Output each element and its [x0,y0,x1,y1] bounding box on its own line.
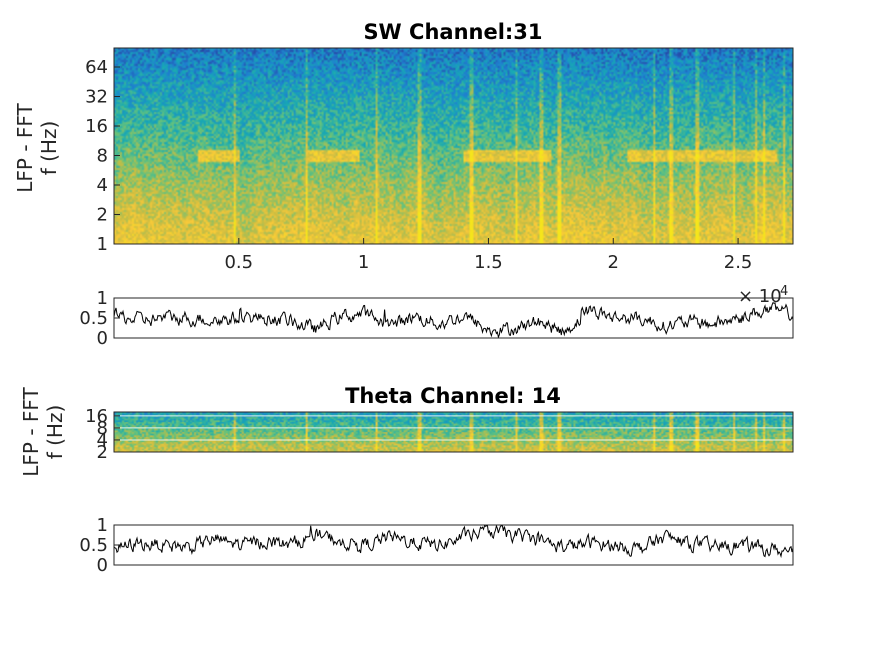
sw-spectrogram-x-exponent: × 10 4 [738,284,788,307]
y-tick-label: 0 [97,328,108,349]
sw-spectrogram-x-ticks: 0.5 1 1.5 2 2.5 [224,238,752,273]
y-tick-label: 8 [97,418,108,439]
theta-spectrogram-title: Theta Channel: 14 [345,384,561,408]
theta-ratio-y-ticks: 00.51 [79,515,120,576]
x-tick-label: 2.5 [724,252,753,273]
y-tick-label: 32 [85,86,108,107]
y-tick-label: 16 [85,116,108,137]
y-tick-label: 2 [97,204,108,225]
y-tick-label: 4 [97,175,108,196]
x-tick-label: 2 [608,252,619,273]
y-tick-label: 0 [97,555,108,576]
sw-spectrogram-image [114,48,793,244]
y-tick-label: 1 [97,515,108,536]
y-tick-label: 0.5 [79,535,108,556]
x-exponent-power: 4 [780,284,788,299]
theta-spectrogram-grid-lines [114,415,793,441]
theta-ratio-series-line [114,525,793,559]
sw-ratio-series-line [114,302,793,338]
sw-spectrogram-panel: SW Channel:31 1 2 4 8 16 32 64 0.5 1 1.5 2 2.5 LFP… [13,20,794,273]
theta-spectrogram-axes-box [113,411,794,453]
y-tick-label: 0.5 [79,308,108,329]
x-exponent-base: × 10 [738,286,782,307]
y-tick-label: 2 [97,442,108,463]
y-tick-label: 64 [85,57,108,78]
theta-spectrogram-ylabel-line1: LFP - FFT [19,386,43,476]
sw-spectrogram-title: SW Channel:31 [363,20,542,44]
x-tick-label: 1 [358,252,369,273]
x-tick-label: 1.5 [474,252,503,273]
sw-spectrogram-axes-box [113,47,794,245]
y-tick-label: 1 [97,288,108,309]
sw-ratio-panel: 00.51 × 10 4 [79,284,794,349]
y-tick-label: 16 [85,406,108,427]
sw-ratio-y-ticks: 00.51 [79,288,120,349]
theta-spectrogram-ylabel-line2: f (Hz) [43,405,67,460]
x-tick-label: 0.5 [224,252,253,273]
y-tick-label: 4 [97,430,108,451]
theta-spectrogram-image [114,412,793,452]
sw-spectrogram-ylabel-line2: f (Hz) [37,121,61,176]
y-tick-label: 8 [97,145,108,166]
y-tick-label: 1 [97,234,108,255]
sw-spectrogram-y-ticks: 1 2 4 8 16 32 64 [85,57,120,255]
sw-spectrogram-ylabel-line1: LFP - FFT [13,102,37,192]
theta-ratio-panel: 00.51 [79,515,794,576]
